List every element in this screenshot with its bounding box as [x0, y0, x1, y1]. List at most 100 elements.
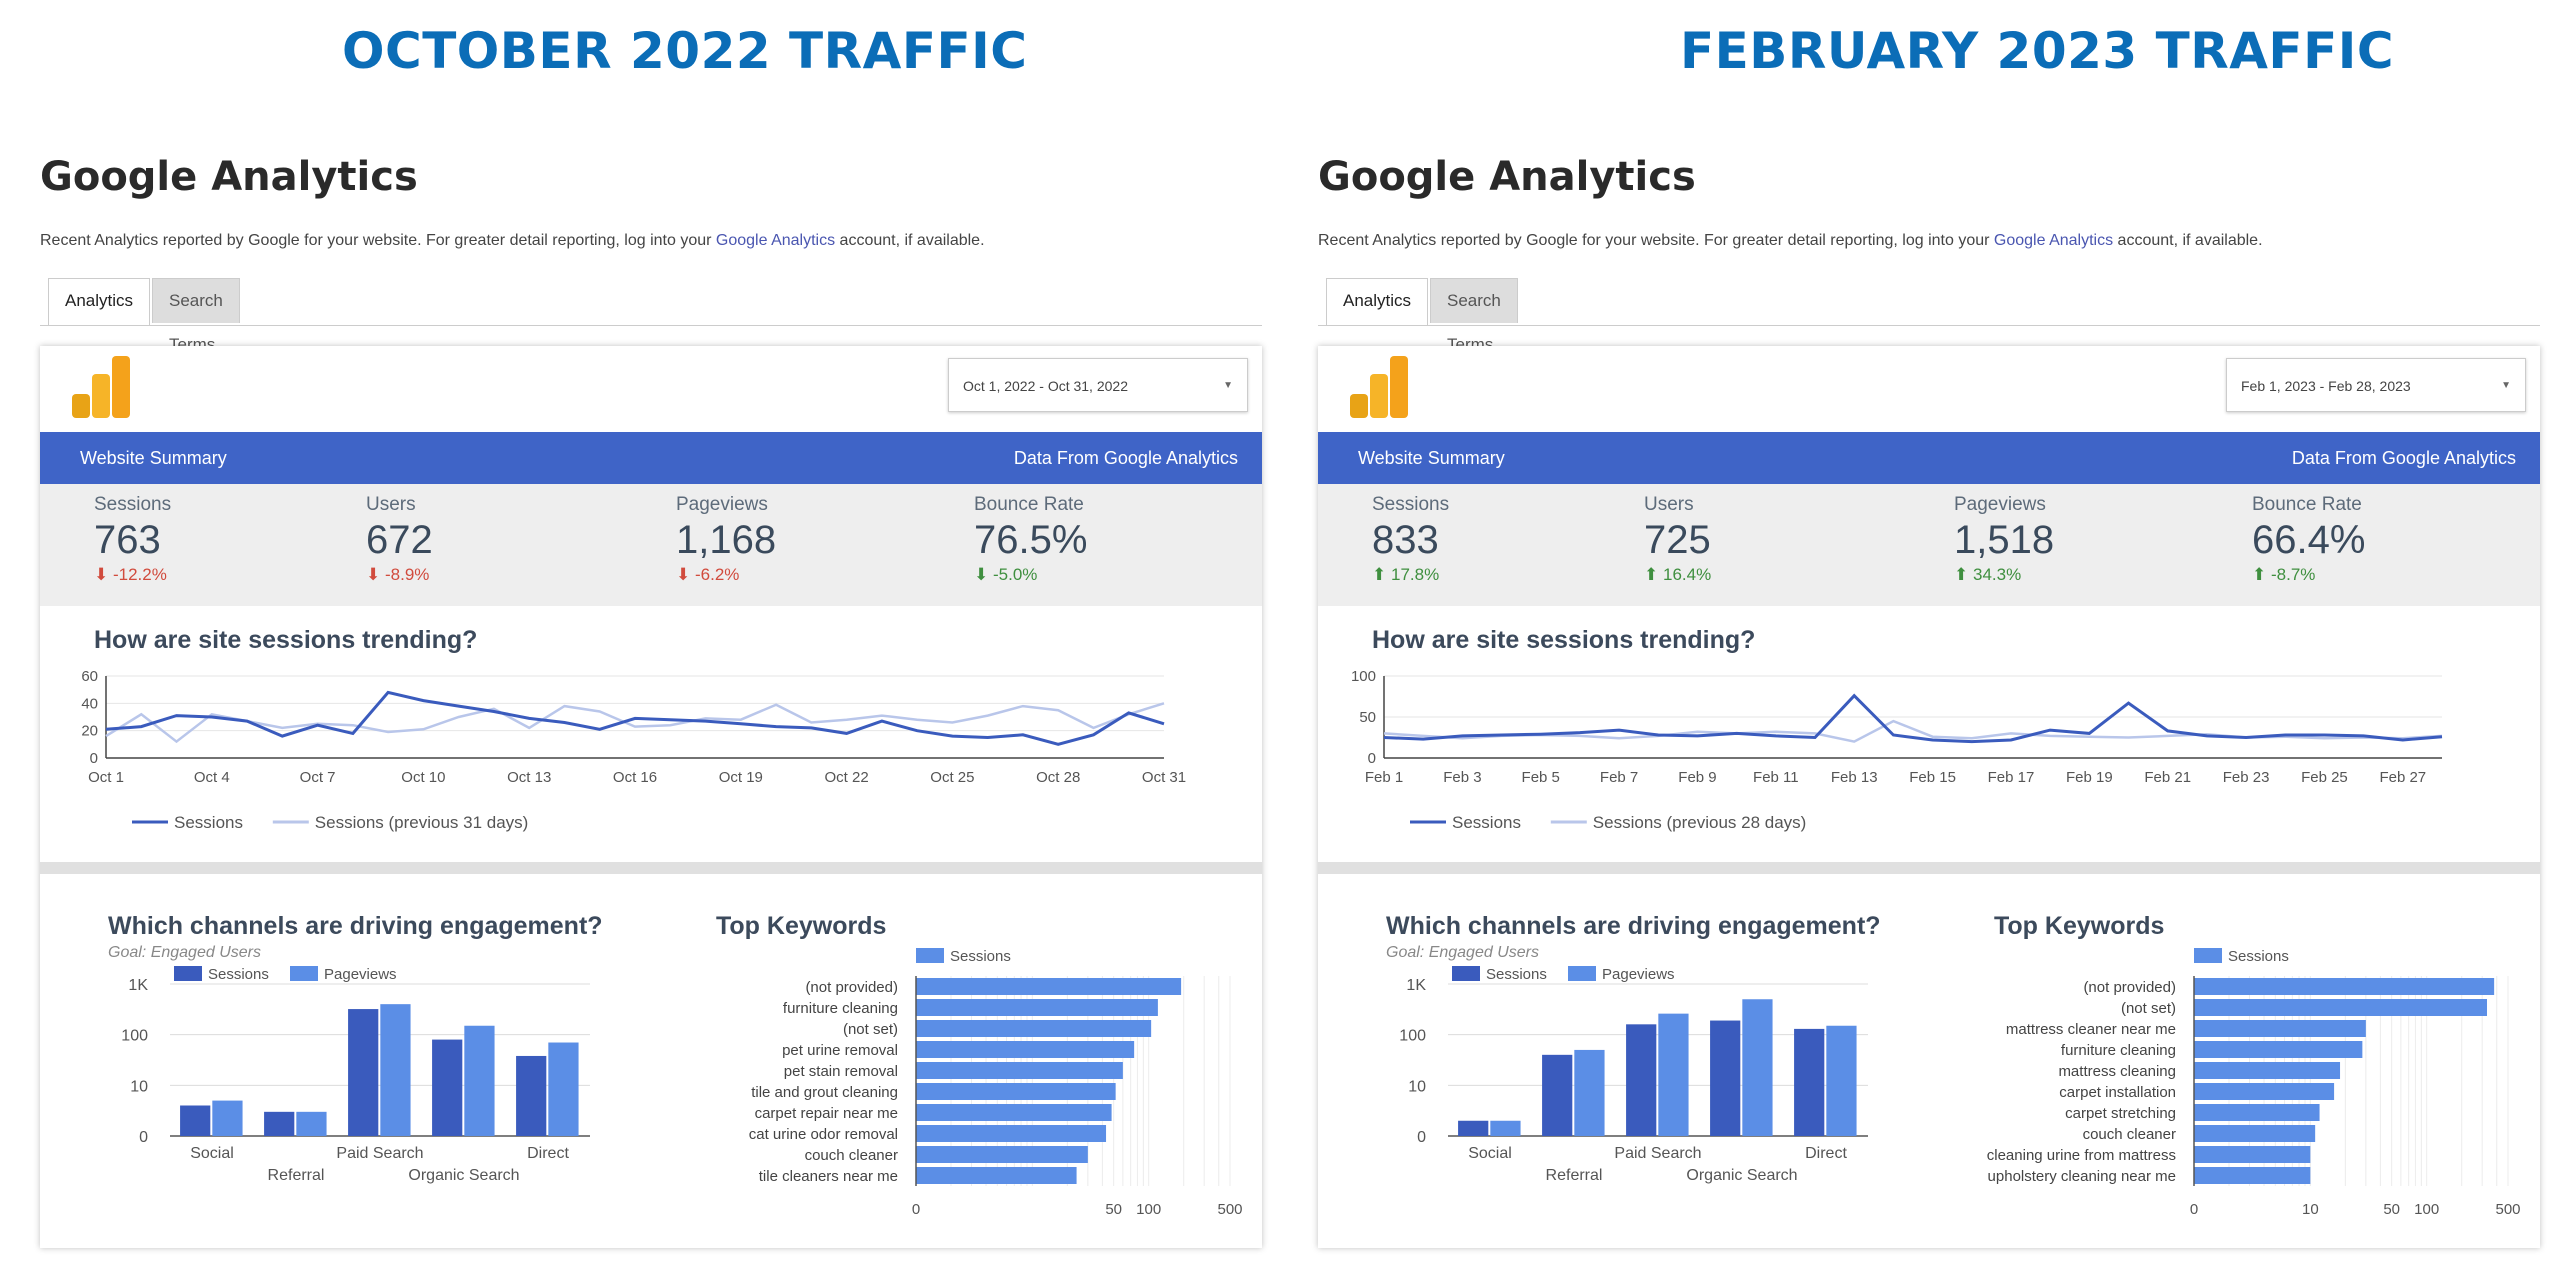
date-range-value: Feb 1, 2023 - Feb 28, 2023 — [2241, 378, 2411, 394]
x-tick-label: Feb 9 — [1678, 769, 1716, 786]
x-tick-label: Social — [1468, 1145, 1512, 1162]
google-analytics-link[interactable]: Google Analytics — [715, 232, 836, 249]
sessions-trend-chart: 0 20 40 60 Oct 1 Oct 4 Oct 7 Oct 10 Oct 13 Oct 16… — [81, 668, 1186, 832]
stat-change-value: -8.9% — [384, 565, 430, 584]
channels-chart: Sessions Pageviews 0 10 100 1K Social Referral P… — [1399, 966, 1868, 1184]
desc-text: Recent Analytics reported by Google for … — [40, 232, 716, 249]
legend-label: Sessions — [2228, 948, 2289, 965]
x-tick-label: 50 — [2383, 1201, 2400, 1218]
bar-paid-search-pageviews — [1658, 1013, 1689, 1136]
legend-swatch — [1568, 966, 1596, 981]
bar-direct-pageviews — [1826, 1025, 1857, 1136]
bar-social-sessions — [180, 1105, 211, 1136]
analytics-panel-february: Google Analytics Recent Analytics report… — [1318, 150, 2540, 1248]
arrow-icon: ⬆ — [1644, 565, 1659, 584]
x-tick-label: Feb 3 — [1443, 769, 1481, 786]
google-analytics-logo-icon — [1350, 356, 1408, 418]
chevron-down-icon: ▼ — [1223, 380, 1233, 391]
series-line-previous — [105, 702, 1165, 744]
analytics-card: Feb 1, 2023 - Feb 28, 2023 ▼ Website Sum… — [1318, 346, 2540, 1248]
stat-value: 672 — [366, 518, 433, 562]
y-tick-label: 100 — [1351, 668, 1376, 685]
stat-label: Users — [366, 494, 416, 515]
x-tick-label: Feb 19 — [2066, 769, 2113, 786]
desc-text: Recent Analytics reported by Google for … — [1318, 232, 1994, 249]
tab-divider — [40, 325, 1262, 326]
legend-swatch — [290, 966, 318, 981]
arrow-icon: ⬇ — [676, 565, 691, 584]
bar-keyword — [2194, 1146, 2311, 1163]
ga-title: Google Analytics — [40, 154, 418, 200]
date-range-value: Oct 1, 2022 - Oct 31, 2022 — [963, 378, 1128, 394]
stat-change-value: 17.8% — [1390, 565, 1440, 584]
legend-label: Sessions (previous 31 days) — [315, 813, 529, 832]
desc-text-end: account, if available. — [835, 232, 985, 249]
section-divider — [40, 862, 1262, 874]
legend-label: Sessions (previous 28 days) — [1593, 813, 1807, 832]
x-tick-label: Feb 27 — [2379, 769, 2426, 786]
stat-value: 76.5% — [974, 518, 1088, 562]
section-divider — [1318, 862, 2540, 874]
keywords-chart: Sessions (not provided) (not set) mattress … — [1987, 948, 2521, 1218]
date-range-select[interactable]: Oct 1, 2022 - Oct 31, 2022 ▼ — [948, 358, 1248, 412]
stat-value: 763 — [94, 518, 161, 562]
y-category-label: couch cleaner — [2083, 1126, 2176, 1143]
series-line-sessions — [105, 690, 1165, 746]
date-range-select[interactable]: Feb 1, 2023 - Feb 28, 2023 ▼ — [2226, 358, 2526, 412]
y-category-label: (not set) — [843, 1021, 898, 1038]
tab-analytics[interactable]: Analytics — [1326, 278, 1429, 325]
stat-label: Bounce Rate — [2252, 494, 2362, 515]
x-tick-label: Feb 25 — [2301, 769, 2348, 786]
legend-swatch — [1452, 966, 1480, 981]
bar-keyword — [2194, 1125, 2316, 1142]
legend-label: Sessions — [1452, 813, 1521, 832]
x-tick-label: 10 — [2302, 1201, 2319, 1218]
ga-description: Recent Analytics reported by Google for … — [40, 232, 985, 250]
stat-change: ⬆ 34.3% — [1954, 565, 2054, 585]
tab-divider — [1318, 325, 2540, 326]
arrow-icon: ⬇ — [94, 565, 109, 584]
heading-february: FEBRUARY 2023 TRAFFIC — [1680, 22, 2395, 80]
x-tick-label: Feb 17 — [1988, 769, 2035, 786]
arrow-icon: ⬆ — [1372, 565, 1387, 584]
channels-goal: Goal: Engaged Users — [108, 944, 261, 961]
x-tick-label: Direct — [1805, 1145, 1847, 1162]
x-tick-label: Organic Search — [408, 1167, 519, 1184]
x-tick-label: Oct 10 — [401, 769, 445, 786]
bar-paid-search-sessions — [348, 1009, 379, 1136]
tab-search-terms[interactable]: Search Terms — [1430, 278, 1518, 354]
stat-label: Pageviews — [1954, 494, 2046, 515]
stat-change-value: -8.7% — [2270, 565, 2316, 584]
x-tick-label: 0 — [912, 1201, 920, 1218]
bar-keyword — [2194, 1167, 2311, 1184]
bar-social-pageviews — [212, 1100, 243, 1136]
google-analytics-link[interactable]: Google Analytics — [1993, 232, 2114, 249]
tab-analytics[interactable]: Analytics — [48, 278, 151, 325]
summary-bar-source: Data From Google Analytics — [1013, 448, 1238, 468]
bar-keyword — [2194, 999, 2488, 1016]
legend-label: Pageviews — [1602, 966, 1675, 983]
channels-chart: Sessions Pageviews 0 10 100 1K Social Referral P… — [121, 966, 590, 1184]
bar-keyword — [2194, 1020, 2366, 1037]
bar-direct-sessions — [1794, 1028, 1825, 1136]
stat-change: ⬇ -5.0% — [974, 565, 1087, 585]
x-tick-label: Oct 1 — [88, 769, 124, 786]
chevron-down-icon: ▼ — [2501, 380, 2511, 391]
tab-search-terms[interactable]: Search Terms — [152, 278, 240, 354]
stat-change: ⬆ 17.8% — [1372, 565, 1449, 585]
bar-direct-sessions — [516, 1055, 547, 1136]
y-tick-label: 0 — [90, 750, 98, 767]
y-tick-label: 50 — [1359, 709, 1376, 726]
bar-social-pageviews — [1490, 1120, 1521, 1136]
y-category-label: (not set) — [2121, 1000, 2176, 1017]
y-category-label: cat urine odor removal — [749, 1126, 898, 1143]
x-tick-label: Social — [190, 1145, 234, 1162]
bar-keyword — [916, 1020, 1152, 1037]
stat-value: 1,518 — [1954, 518, 2055, 562]
y-tick-label: 100 — [121, 1028, 148, 1045]
stat-value: 66.4% — [2252, 518, 2366, 562]
keywords-chart: Sessions (not provided) furniture cleaning… — [749, 948, 1243, 1218]
legend-swatch — [174, 966, 202, 981]
bar-organic-search-sessions — [1710, 1020, 1741, 1136]
y-category-label: pet stain removal — [784, 1063, 898, 1080]
